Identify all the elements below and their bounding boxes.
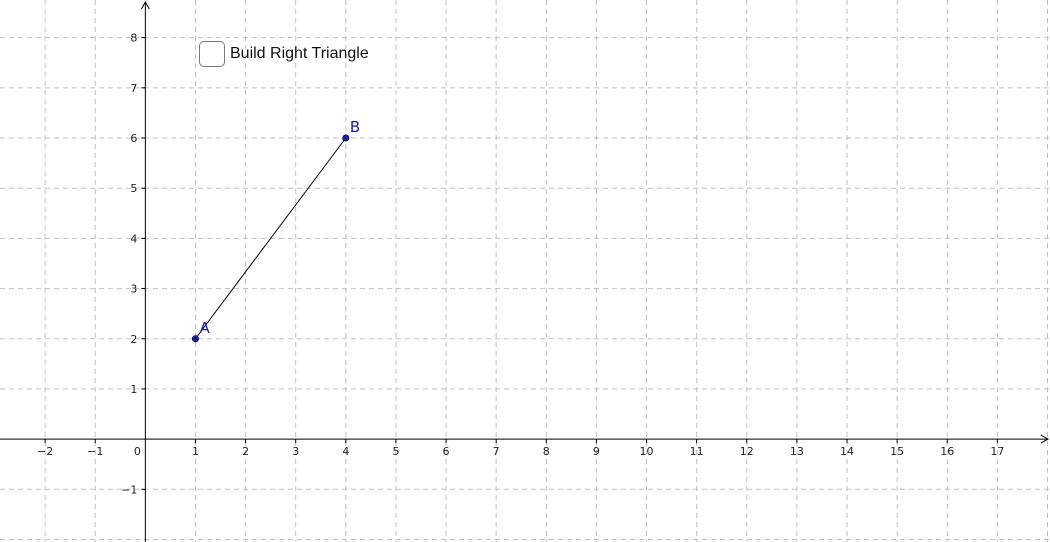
point-b[interactable] [342,134,350,142]
x-axis-arrow-icon [1040,434,1050,444]
checkbox-box[interactable] [199,41,225,67]
build-right-triangle-checkbox[interactable]: Build Right Triangle [199,41,369,67]
y-tick-label: −1 [121,483,137,496]
x-tick-label: 11 [690,445,704,458]
point-a[interactable] [191,335,199,343]
geometry-objects[interactable]: AB [191,118,360,343]
x-tick-label: 16 [940,445,954,458]
point-label-a: A [199,319,210,337]
x-tick-label: 2 [242,445,249,458]
y-tick-label: 7 [130,82,137,95]
checkbox-label: Build Right Triangle [230,45,369,62]
x-tick-label: −2 [37,445,53,458]
x-tick-label: 1 [192,445,199,458]
y-tick-label: 3 [130,283,137,296]
x-tick-label: 9 [593,445,600,458]
point-label-b: B [350,118,360,136]
x-tick-label: 17 [990,445,1004,458]
x-tick-label: 8 [543,445,550,458]
x-tick-label: −1 [87,445,103,458]
segment-ab[interactable] [195,137,347,340]
x-tick-label: 13 [790,445,804,458]
x-tick-label: 12 [740,445,754,458]
x-tick-label: 4 [342,445,349,458]
y-tick-label: 1 [130,383,137,396]
y-tick-label: 8 [130,32,137,45]
x-tick-label: 14 [840,445,854,458]
y-tick-label: 6 [130,132,137,145]
x-tick-label: 15 [890,445,904,458]
y-tick-label: 5 [130,182,137,195]
x-tick-label: 0 [134,445,141,458]
y-axis-arrow-icon [140,0,150,10]
x-tick-label: 10 [640,445,654,458]
y-tick-label: 2 [130,333,137,346]
x-tick-label: 7 [493,445,500,458]
x-tick-label: 5 [392,445,399,458]
x-tick-label: 3 [292,445,299,458]
x-tick-label: 6 [443,445,450,458]
y-tick-label: 4 [130,232,137,245]
